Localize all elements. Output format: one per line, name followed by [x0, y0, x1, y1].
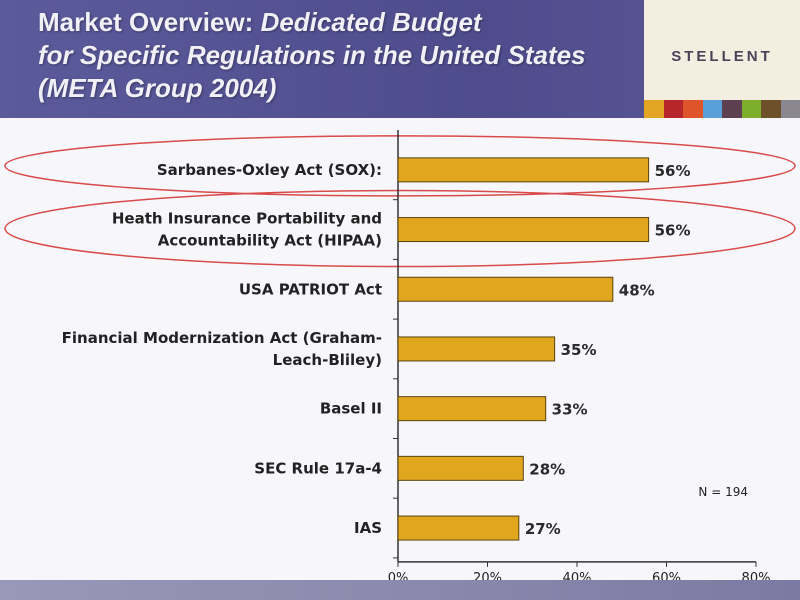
x-tick-label: 20% — [473, 571, 502, 580]
category-label: Basel II — [320, 400, 382, 418]
logo-panel: STELLENT — [644, 0, 800, 100]
bar-value-label: 27% — [525, 520, 561, 538]
title-line-3: (META Group 2004) — [38, 73, 277, 103]
bar — [397, 515, 520, 541]
x-tick-label: 60% — [652, 571, 681, 580]
category-label: Leach-Bliley) — [273, 351, 382, 369]
color-swatch — [663, 100, 683, 118]
color-swatch — [644, 100, 664, 118]
highlight-ellipse — [4, 135, 796, 197]
category-label: Heath Insurance Portability and — [112, 210, 382, 228]
bar-value-label: 48% — [619, 281, 655, 299]
sample-size-annotation: N = 194 — [698, 485, 748, 499]
bar — [397, 217, 650, 243]
x-tick-label: 40% — [563, 571, 592, 580]
x-tick-label: 0% — [388, 571, 409, 580]
bar — [397, 336, 556, 362]
color-swatch — [722, 100, 742, 118]
bar-value-label: 56% — [655, 222, 691, 240]
stellent-logo: STELLENT — [671, 48, 773, 65]
bar-value-label: 28% — [529, 460, 565, 478]
category-label: IAS — [354, 519, 382, 537]
slide-title: Market Overview: Dedicated Budget for Sp… — [38, 6, 638, 105]
title-line-2: for Specific Regulations in the United S… — [38, 40, 586, 70]
bar — [397, 455, 524, 481]
bar — [397, 276, 614, 302]
category-label: Accountability Act (HIPAA) — [158, 232, 382, 250]
color-swatch-strip — [644, 100, 800, 118]
chart-area: 56% Sarbanes-Oxley Act (SOX): 56% Heath Ins… — [0, 118, 800, 586]
bar — [397, 157, 650, 183]
bar-value-label: 35% — [561, 341, 597, 359]
highlight-ellipse — [4, 189, 796, 268]
color-swatch — [702, 100, 722, 118]
bar-value-label: 56% — [655, 162, 691, 180]
color-swatch — [741, 100, 761, 118]
color-swatch — [780, 100, 800, 118]
color-swatch — [683, 100, 703, 118]
bar — [397, 396, 547, 422]
category-label: USA PATRIOT Act — [239, 280, 382, 298]
bar-value-label: 33% — [552, 401, 588, 419]
x-tick-label: 80% — [742, 571, 771, 580]
title-line-1: Dedicated Budget — [260, 7, 482, 37]
bar-chart: 56% Sarbanes-Oxley Act (SOX): 56% Heath Ins… — [4, 130, 796, 586]
category-label: SEC Rule 17a-4 — [254, 459, 382, 477]
category-label: Financial Modernization Act (Graham- — [62, 329, 382, 347]
slide-footer-band — [0, 580, 800, 600]
color-swatch — [761, 100, 781, 118]
category-label: Sarbanes-Oxley Act (SOX): — [157, 161, 382, 179]
title-prefix: Market Overview: — [38, 7, 261, 37]
